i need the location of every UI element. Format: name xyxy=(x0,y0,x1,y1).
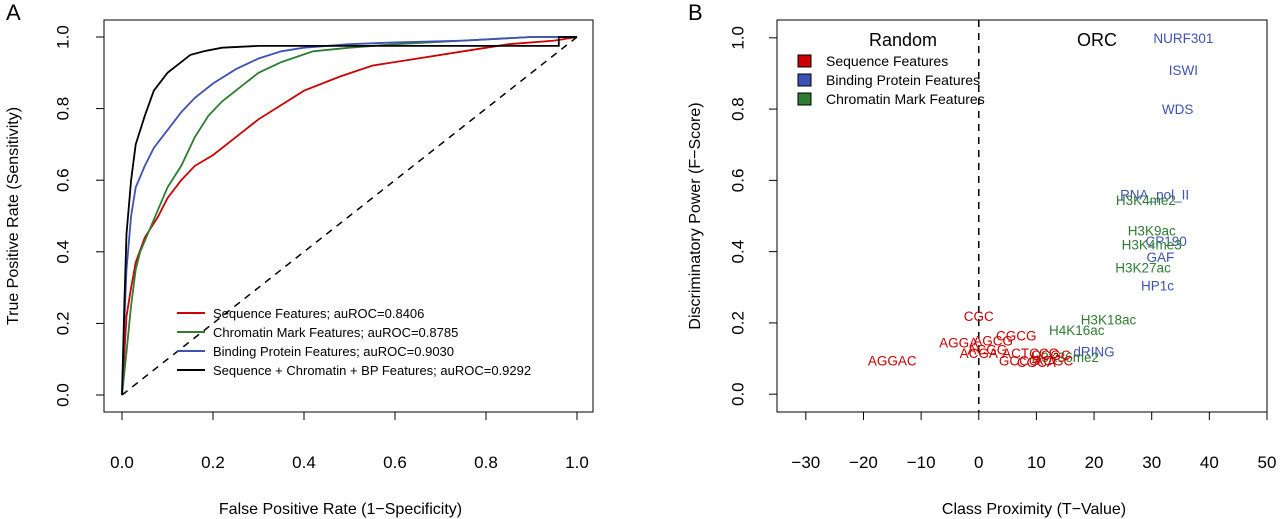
y-tick-label: 0.0 xyxy=(728,382,747,406)
x-tick-label: 1.0 xyxy=(565,453,589,472)
feature-point-label: NURF301 xyxy=(1153,31,1213,46)
legend-entry: Chromatin Mark Features xyxy=(826,91,985,107)
x-axis-title: False Positive Rate (1−Specificity) xyxy=(219,501,462,518)
x-tick-label: −30 xyxy=(791,453,820,472)
panel-a-frame xyxy=(103,19,594,413)
panel-a-label: A xyxy=(6,0,21,25)
feature-point-label: AGGAC xyxy=(868,353,917,368)
legend-entry: Binding Protein Features xyxy=(826,72,980,88)
y-tick-label: 1.0 xyxy=(53,25,72,49)
feature-point-label: H3K18ac xyxy=(1081,312,1137,327)
x-tick-label: 0.2 xyxy=(201,453,225,472)
y-tick-label: 0.6 xyxy=(53,168,72,192)
feature-point-label: H3K36me2 xyxy=(1031,350,1099,365)
x-tick-label: 40 xyxy=(1200,453,1219,472)
y-tick-label: 0.8 xyxy=(728,97,747,121)
legend-entry: Sequence + Chromatin + BP Features; auRO… xyxy=(213,363,531,378)
feature-point-label: HP1c xyxy=(1141,278,1174,293)
x-tick-label: 20 xyxy=(1085,453,1104,472)
y-tick-label: 0.6 xyxy=(728,169,747,193)
x-tick-label: −20 xyxy=(849,453,878,472)
feature-point-label: AGCG xyxy=(973,334,1013,349)
feature-point-label: H3K4me2 xyxy=(1116,193,1176,208)
x-tick-label: 30 xyxy=(1142,453,1161,472)
legend-entry: Chromatin Mark Features; auROC=0.8785 xyxy=(213,325,458,340)
legend-entry: Sequence Features xyxy=(826,53,948,69)
feature-point-label: ACGA xyxy=(960,346,998,361)
y-tick-label: 0.8 xyxy=(53,97,72,121)
x-tick-label: 0.6 xyxy=(383,453,407,472)
feature-point-label: CP190 xyxy=(1145,234,1186,249)
feature-point-label: AGGA xyxy=(939,336,978,351)
region-label-random: Random xyxy=(869,30,937,50)
x-tick-label: −10 xyxy=(907,453,936,472)
feature-point-label: H3K9ac xyxy=(1128,223,1176,238)
legend-swatch xyxy=(797,73,812,87)
feature-point-label: ACGG xyxy=(968,343,1008,358)
y-tick-label: 1.0 xyxy=(728,26,747,50)
y-axis-title: Discriminatory Power (F−Score) xyxy=(687,102,704,329)
panel-b-frame xyxy=(776,19,1268,413)
y-tick-label: 0.0 xyxy=(53,383,72,407)
x-tick-label: 0 xyxy=(974,453,983,472)
feature-point-label: WDS xyxy=(1162,102,1194,117)
roc-curve xyxy=(121,36,577,396)
legend-entry: Binding Protein Features; auROC=0.9030 xyxy=(213,344,454,359)
feature-point-label: GCCG xyxy=(999,353,1040,368)
x-tick-label: 10 xyxy=(1027,453,1046,472)
roc-curve xyxy=(121,36,577,396)
x-tick-label: 0.0 xyxy=(110,453,134,472)
feature-point-label: H3K4me3 xyxy=(1122,238,1182,253)
x-axis-title: Class Proximity (T−Value) xyxy=(942,501,1126,518)
x-tick-label: 0.4 xyxy=(292,453,316,472)
y-tick-label: 0.4 xyxy=(728,240,747,264)
legend-swatch xyxy=(797,54,812,68)
feature-point-label: CCGC xyxy=(1031,348,1071,363)
feature-point-label: CGCA xyxy=(1017,355,1056,370)
feature-point-label: ACTCCG xyxy=(1002,346,1059,361)
panel-a: A 0.0 0.2 0.4 0.6 0.8 1.0 0.0 0.2 0.4 0.6 0.8 1.0 Fal… xyxy=(5,0,594,518)
feature-point-label: H4K16ac xyxy=(1049,323,1105,338)
panel-b-label: B xyxy=(688,0,703,25)
feature-point-label: GAF xyxy=(1146,250,1174,265)
feature-point-label: dRING xyxy=(1073,344,1114,359)
diagonal-reference-line xyxy=(121,36,578,396)
y-tick-label: 0.4 xyxy=(53,240,72,264)
y-tick-label: 0.2 xyxy=(728,311,747,335)
legend-entry: Sequence Features; auROC=0.8406 xyxy=(213,306,424,321)
x-tick-label: 0.8 xyxy=(474,453,498,472)
legend-swatch xyxy=(797,92,812,106)
feature-point-label: RNA_pol_II xyxy=(1120,188,1189,203)
region-label-orc: ORC xyxy=(1077,30,1117,50)
x-tick-label: 50 xyxy=(1258,453,1277,472)
y-axis-title: True Positive Rate (Sensitivity) xyxy=(5,107,22,325)
feature-point-label: ISWI xyxy=(1169,63,1198,78)
y-tick-label: 0.2 xyxy=(53,312,72,336)
feature-point-label: H3K27ac xyxy=(1115,261,1171,276)
panel-b: B −30 −20 −10 0 10 20 30 40 50 0.0 0.2 0.4 0.6 0.8 1.0 C… xyxy=(687,0,1276,518)
feature-point-label: CGC xyxy=(964,309,994,324)
feature-point-label: CGCG xyxy=(996,328,1037,343)
feature-point-label: ACGC xyxy=(1034,353,1073,368)
